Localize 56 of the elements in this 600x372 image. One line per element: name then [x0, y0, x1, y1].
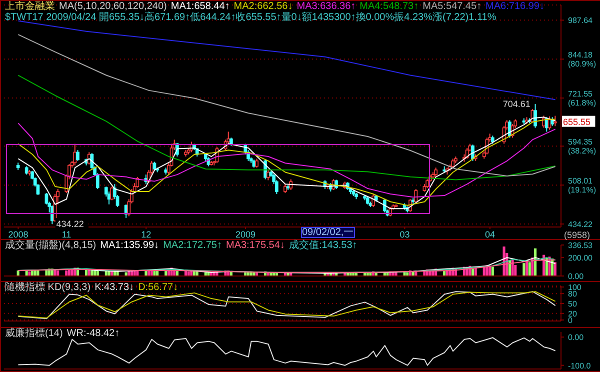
y-tick-label: 0: [568, 316, 573, 326]
legend-title: 成交量(擷盤)(4,8,15): [5, 240, 96, 251]
series-label: MA1:135.99↓: [100, 240, 160, 251]
y-tick-label: 844.18 (80.9%): [568, 50, 596, 69]
annotation: 704.61: [502, 98, 530, 109]
series-label: D:56.77↓: [138, 282, 178, 293]
line-series: [18, 34, 556, 176]
bar: [554, 262, 556, 276]
bar: [528, 262, 531, 276]
text: MA4:548.73↑: [360, 1, 419, 12]
x-tick-label: 04: [484, 229, 495, 240]
annotation: 434.22: [56, 219, 84, 229]
y-tick-label: 0.00: [568, 272, 584, 281]
line-series: [18, 337, 556, 366]
legend-title: 威廉指標(14): [5, 328, 63, 339]
text: MA3:636.36↑: [296, 1, 356, 12]
bar: [216, 272, 218, 276]
bar: [522, 263, 526, 276]
series-label: WR:-48.42↑: [66, 328, 120, 339]
text: MA5:547.45↑: [422, 1, 482, 12]
y-tick-label: 721.55 (61.8%): [568, 90, 596, 108]
bar: [491, 266, 494, 276]
y-tick-label: 50: [568, 300, 578, 308]
annotation: 655.55: [563, 116, 591, 127]
legend-title: MA(5,10,20,60,120,240): [59, 1, 167, 12]
annotation: 成交值:143.53↑: [288, 240, 358, 251]
text: MA3:175.54↓: [226, 240, 285, 251]
bar: [45, 270, 48, 276]
x-tick-label: 2009: [236, 229, 256, 240]
annotation: 09/02/02,一: [301, 227, 355, 238]
y-tick-label: 987.64: [568, 16, 594, 26]
y-tick-label: 594.35 (38.2%): [568, 138, 596, 156]
y-tick-label: 80: [568, 290, 578, 299]
x-tick-label: 11: [62, 229, 72, 240]
y-tick-label: 100: [568, 282, 582, 292]
series-label: K:43.73↓: [94, 282, 134, 293]
annotation: $TWT17 2009/04/24 開655.35↓高671.69↑低644.24↑收655.55↑量0↓額1435300↑換0.00%振4.23%漲(7.22)1.11%: [5, 12, 496, 23]
legend-title: 隨機指標 KD(9,3,3): [5, 282, 91, 293]
text: MA1:658.44↑: [170, 1, 230, 12]
text: (5958): [564, 230, 590, 241]
text: MA2:662.56↓: [234, 1, 293, 12]
bar: [153, 270, 156, 276]
y-tick-label: 336.53: [568, 241, 594, 250]
x-tick-label: 2008: [8, 229, 28, 240]
series-label: MA2:172.75↑: [163, 240, 222, 251]
x-tick-label: 12: [141, 229, 152, 240]
bar: [108, 271, 110, 276]
y-tick-label: 20: [568, 309, 578, 318]
line-series: [18, 74, 556, 180]
y-tick-label: 434.22: [568, 220, 594, 229]
y-tick-label: 508.01 (19.1%): [568, 176, 596, 195]
text: MA6:716.99↓: [486, 1, 544, 12]
y-tick-label: -100.0: [568, 361, 592, 370]
y-tick-label: 0.00: [568, 333, 584, 342]
x-tick-label: 03: [400, 229, 410, 240]
y-tick-label: 200.00: [568, 254, 594, 263]
